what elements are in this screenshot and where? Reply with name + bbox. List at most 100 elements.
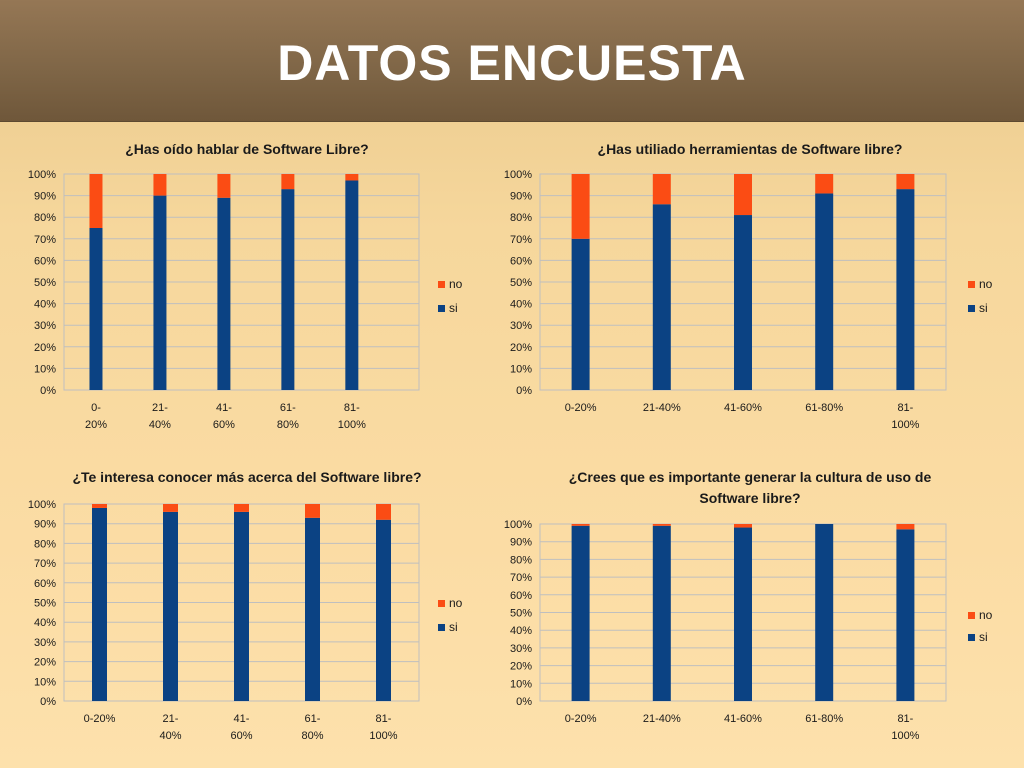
legend-swatch-no <box>968 612 975 619</box>
y-tick-label: 100% <box>504 519 532 531</box>
x-tick-label: 0- <box>91 402 101 414</box>
chart-culture: ¿Crees que es importante generar la cult… <box>504 469 993 742</box>
x-tick-label: 40% <box>159 730 181 742</box>
x-tick-label: 41-60% <box>724 402 762 414</box>
y-tick-label: 100% <box>28 499 56 511</box>
y-tick-label: 0% <box>516 696 532 708</box>
y-tick-label: 70% <box>34 234 56 246</box>
x-tick-label: 100% <box>338 419 366 431</box>
bar-si-81-100% <box>345 180 359 390</box>
x-tick-label: 60% <box>230 730 252 742</box>
legend-swatch-no <box>968 281 975 288</box>
y-tick-label: 50% <box>34 598 56 610</box>
y-tick-label: 20% <box>34 342 56 354</box>
x-tick-label: 21- <box>152 402 168 414</box>
y-tick-label: 0% <box>40 385 56 397</box>
y-tick-label: 40% <box>34 617 56 629</box>
chart-used-tools: ¿Has utiliado herramientas de Software l… <box>504 141 993 431</box>
y-tick-label: 70% <box>34 558 56 570</box>
y-tick-label: 60% <box>34 578 56 590</box>
legend-swatch-no <box>438 281 445 288</box>
x-tick-label: 0-20% <box>84 713 116 725</box>
bar-si-21-40% <box>163 511 178 701</box>
x-tick-label: 20% <box>85 419 107 431</box>
x-tick-label: 80% <box>277 419 299 431</box>
chart-title: ¿Has oído hablar de Software Libre? <box>125 141 368 157</box>
bar-si-41-60% <box>734 215 752 390</box>
y-tick-label: 30% <box>34 320 56 332</box>
x-tick-label: 41-60% <box>724 713 762 725</box>
x-tick-label: 60% <box>213 419 235 431</box>
bar-si-21-40% <box>652 204 671 390</box>
bar-no-61-80% <box>305 504 320 518</box>
bar-si-41-60% <box>234 511 249 701</box>
x-tick-label: 61-80% <box>805 713 843 725</box>
y-tick-label: 10% <box>510 363 532 375</box>
bar-no-41-60% <box>734 524 752 528</box>
bar-no-0-20% <box>89 174 103 228</box>
bar-si-21-40% <box>652 525 671 701</box>
bar-si-81-100% <box>376 519 391 701</box>
legend-swatch-si <box>438 305 445 312</box>
x-tick-label: 21- <box>163 713 179 725</box>
y-tick-label: 40% <box>510 299 532 311</box>
chart-title: ¿Te interesa conocer más acerca del Soft… <box>72 469 421 485</box>
bar-si-61-80% <box>305 517 320 701</box>
y-tick-label: 100% <box>28 169 56 181</box>
bar-si-81-100% <box>896 189 915 390</box>
x-tick-label: 41- <box>234 713 250 725</box>
legend-no: no <box>438 596 463 610</box>
x-tick-label: 21-40% <box>643 713 681 725</box>
bar-no-41-60% <box>217 174 231 198</box>
legend-label-no: no <box>449 596 463 610</box>
bar-no-61-80% <box>281 174 295 190</box>
y-tick-label: 20% <box>34 657 56 669</box>
y-tick-label: 60% <box>510 590 532 602</box>
legend-label-no: no <box>979 277 993 291</box>
bar-si-61-80% <box>815 193 834 390</box>
bar-no-41-60% <box>234 504 249 512</box>
bar-no-0-20% <box>571 174 590 239</box>
y-tick-label: 90% <box>34 519 56 531</box>
y-tick-label: 90% <box>510 537 532 549</box>
x-tick-label: 81- <box>376 713 392 725</box>
y-tick-label: 0% <box>516 385 532 397</box>
bar-si-21-40% <box>153 195 167 390</box>
y-tick-label: 30% <box>510 320 532 332</box>
x-tick-label: 61- <box>305 713 321 725</box>
y-tick-label: 10% <box>34 676 56 688</box>
y-tick-label: 30% <box>510 643 532 655</box>
bar-no-21-40% <box>652 524 671 526</box>
legend-no: no <box>968 608 993 622</box>
y-tick-label: 80% <box>510 554 532 566</box>
y-tick-label: 20% <box>510 342 532 354</box>
y-tick-label: 50% <box>34 277 56 289</box>
y-tick-label: 10% <box>34 363 56 375</box>
legend-si: si <box>968 301 988 315</box>
y-tick-label: 60% <box>510 255 532 267</box>
bar-si-0-20% <box>571 238 590 390</box>
y-tick-label: 10% <box>510 678 532 690</box>
chart-interest: ¿Te interesa conocer más acerca del Soft… <box>28 469 463 742</box>
bar-no-81-100% <box>896 524 915 530</box>
bar-si-61-80% <box>281 189 295 390</box>
chart-title: Software libre? <box>699 490 800 506</box>
x-tick-label: 61-80% <box>805 402 843 414</box>
x-tick-label: 81- <box>344 402 360 414</box>
slide-title: DATOS ENCUESTA <box>277 35 747 91</box>
chart-title: ¿Crees que es importante generar la cult… <box>569 469 932 485</box>
y-tick-label: 0% <box>40 696 56 708</box>
y-tick-label: 90% <box>510 191 532 203</box>
bar-no-61-80% <box>815 174 834 194</box>
x-tick-label: 40% <box>149 419 171 431</box>
y-tick-label: 20% <box>510 661 532 673</box>
x-tick-label: 61- <box>280 402 296 414</box>
x-tick-label: 0-20% <box>565 402 597 414</box>
x-tick-label: 80% <box>301 730 323 742</box>
bar-si-0-20% <box>571 525 590 701</box>
x-tick-label: 100% <box>369 730 397 742</box>
bar-no-21-40% <box>153 174 167 196</box>
x-tick-label: 81- <box>897 713 913 725</box>
legend-si: si <box>438 301 458 315</box>
